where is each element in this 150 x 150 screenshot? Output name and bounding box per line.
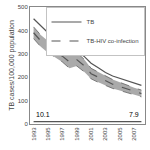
svg-text:10.1: 10.1 (36, 111, 50, 118)
svg-text:2001: 2001 (88, 127, 94, 141)
svg-text:TB: TB (87, 19, 95, 25)
svg-text:1993: 1993 (31, 127, 37, 141)
svg-text:2007: 2007 (131, 127, 137, 141)
svg-text:200: 200 (18, 74, 29, 80)
svg-text:TB cases/100,000 population: TB cases/100,000 population (8, 20, 16, 111)
svg-text:1995: 1995 (45, 127, 51, 141)
svg-text:7.9: 7.9 (129, 111, 139, 118)
svg-text:500: 500 (18, 4, 29, 10)
svg-text:2005: 2005 (117, 127, 123, 141)
svg-text:TB-HIV co-infection: TB-HIV co-infection (87, 38, 139, 44)
svg-text:100: 100 (18, 98, 29, 104)
svg-text:1999: 1999 (74, 127, 80, 141)
svg-text:2003: 2003 (102, 127, 108, 141)
svg-text:1997: 1997 (59, 127, 65, 141)
svg-text:300: 300 (18, 51, 29, 57)
svg-text:0: 0 (24, 121, 28, 127)
svg-text:400: 400 (18, 28, 29, 34)
